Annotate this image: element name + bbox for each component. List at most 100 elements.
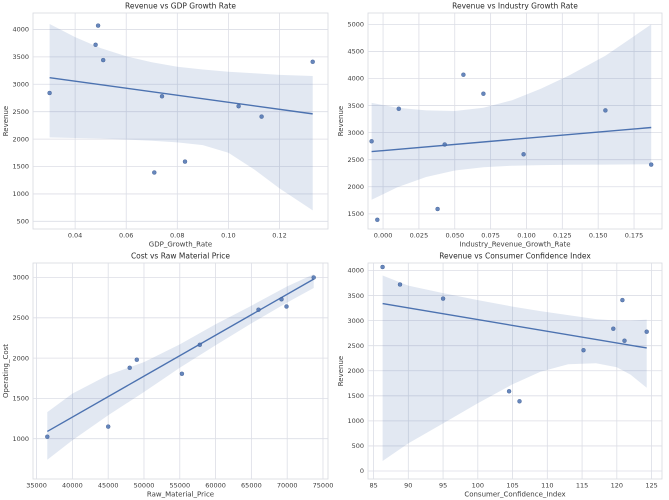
chart-title: Revenue vs GDP Growth Rate (125, 2, 236, 11)
x-tick-label: 0.150 (589, 232, 608, 240)
data-point (435, 206, 440, 212)
y-tick-label: 500 (17, 218, 29, 226)
regression-line (382, 302, 647, 349)
x-tick-label: 0.10 (221, 232, 235, 240)
data-point (648, 162, 654, 167)
chart-title: Revenue vs Consumer Confidence Index (439, 252, 591, 261)
data-point (259, 114, 264, 119)
y-tick-label: 0 (360, 467, 364, 475)
data-point (159, 94, 165, 99)
regression-line (371, 126, 652, 153)
x-tick-label: 75000 (313, 482, 334, 490)
confidence-band (382, 275, 647, 461)
y-tick-label: 4500 (347, 48, 364, 56)
x-tick-label: 45000 (98, 482, 119, 490)
subplot-revenue-vs-consumer-confidence: 85 90 95 100 105 110 115 120 125 0 500 1000 1500 2000… (335, 250, 669, 500)
y-tick-label: 3000 (347, 129, 364, 137)
x-tick-label: 110 (541, 482, 553, 490)
data-point (95, 23, 101, 28)
y-tick-label: 2000 (12, 135, 29, 143)
x-tick-label: 40000 (62, 482, 83, 490)
data-point (375, 217, 380, 223)
y-tick-label: 3000 (12, 274, 29, 282)
y-tick-label: 2500 (347, 156, 364, 164)
x-axis-label: GDP_Growth_Rate (149, 241, 212, 249)
x-tick-label: 0.04 (68, 232, 82, 240)
y-tick-label: 3000 (347, 317, 364, 325)
data-point (152, 170, 157, 175)
data-point (105, 424, 111, 429)
data-point (442, 142, 447, 147)
subplot-cost-vs-raw-material-price: 35000 40000 45000 50000 55000 60000 65000 70000… (0, 250, 335, 500)
x-tick-label: 100 (472, 482, 484, 490)
data-point (440, 296, 446, 301)
x-tick-label: 0.08 (170, 232, 184, 240)
y-tick-label: 1500 (347, 210, 364, 218)
y-tick-label: 4000 (347, 75, 364, 83)
revenue-gdp-scatter-chart: 0.04 0.06 0.08 0.10 0.12 500 1000 1500 2000 2500 3… (2, 2, 329, 249)
data-point (396, 106, 402, 112)
data-point (620, 297, 625, 303)
x-tick-label: 85 (369, 482, 377, 490)
x-tick-label: 50000 (134, 482, 155, 490)
x-tick-label: 0.075 (481, 232, 500, 240)
data-point (256, 307, 261, 312)
chart-title: Cost vs Raw Material Price (131, 252, 230, 261)
x-tick-label: 0.12 (272, 232, 286, 240)
x-tick-label: 125 (645, 482, 657, 490)
data-point (127, 365, 132, 371)
y-tick-label: 3500 (12, 53, 29, 61)
confidence-band (47, 274, 314, 460)
data-point (100, 57, 106, 63)
data-point (622, 338, 627, 343)
data-point (182, 159, 188, 164)
y-tick-label: 4000 (347, 267, 364, 275)
x-tick-label: 65000 (241, 482, 262, 490)
y-tick-label: 3500 (347, 102, 364, 110)
y-axis-label: Revenue (337, 106, 345, 137)
x-tick-label: 0.000 (374, 232, 393, 240)
revenue-industry-scatter-chart: 0.000 0.025 0.050 0.075 0.100 0.125 0.150 0.175… (337, 2, 663, 249)
x-axis-label: Raw_Material_Price (147, 491, 214, 499)
x-tick-label: 115 (576, 482, 588, 490)
data-point (603, 108, 608, 113)
y-tick-label: 1500 (347, 392, 364, 400)
data-point (310, 59, 315, 65)
data-point (197, 342, 203, 348)
data-point (581, 347, 586, 353)
y-tick-label: 2500 (347, 342, 364, 350)
y-tick-label: 4000 (12, 26, 29, 34)
x-axis-label: Consumer_Confidence_Index (464, 491, 565, 499)
data-point (521, 152, 526, 157)
data-point (380, 264, 385, 270)
x-tick-label: 60000 (205, 482, 226, 490)
data-point (397, 282, 403, 287)
data-point (93, 42, 98, 48)
x-tick-label: 0.175 (625, 232, 644, 240)
data-point (644, 329, 649, 334)
y-tick-label: 1500 (12, 163, 29, 171)
y-tick-label: 2500 (12, 314, 29, 322)
y-tick-label: 3500 (347, 292, 364, 300)
y-tick-label: 2500 (12, 108, 29, 116)
y-tick-label: 2000 (347, 367, 364, 375)
x-tick-label: 0.050 (445, 232, 464, 240)
y-tick-label: 5000 (347, 21, 364, 29)
x-tick-label: 105 (506, 482, 518, 490)
x-tick-label: 0.100 (517, 232, 536, 240)
cost-rawmaterial-scatter-chart: 35000 40000 45000 50000 55000 60000 65000 70000… (2, 252, 334, 499)
revenue-confidence-scatter-chart: 85 90 95 100 105 110 115 120 125 0 500 1000 1500 2000… (337, 252, 663, 499)
x-axis-label: Industry_Revenue_Growth_Rate (459, 241, 570, 249)
y-tick-label: 1000 (12, 435, 29, 443)
data-point (311, 275, 316, 280)
regression-line (46, 278, 315, 433)
data-point (47, 90, 52, 96)
data-point (284, 304, 289, 309)
subplot-revenue-vs-industry-growth: 0.000 0.025 0.050 0.075 0.100 0.125 0.150 0.175… (335, 0, 669, 250)
x-tick-label: 35000 (26, 482, 47, 490)
data-point (461, 72, 466, 77)
data-point (179, 371, 185, 377)
confidence-band (49, 24, 313, 211)
x-tick-label: 0.025 (410, 232, 429, 240)
